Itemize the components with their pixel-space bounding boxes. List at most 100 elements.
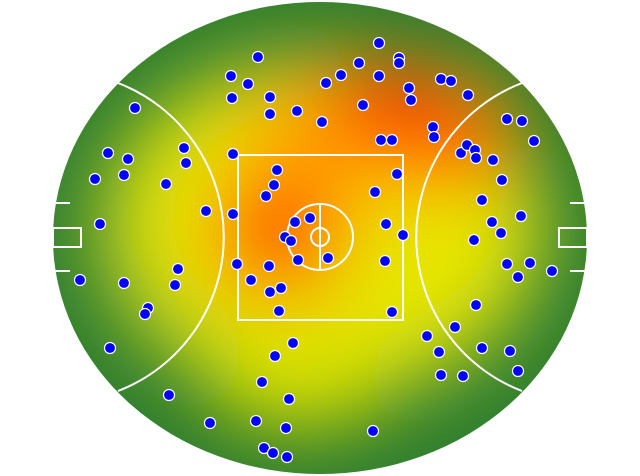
- point: [321, 251, 335, 265]
- point: [366, 424, 380, 438]
- point: [244, 273, 258, 287]
- point: [379, 217, 393, 231]
- point: [500, 112, 514, 126]
- point: [88, 172, 102, 186]
- point: [288, 215, 302, 229]
- point: [266, 446, 280, 460]
- point: [259, 189, 273, 203]
- point: [523, 256, 537, 270]
- point: [128, 101, 142, 115]
- point: [117, 168, 131, 182]
- point: [162, 388, 176, 402]
- point: [280, 450, 294, 464]
- point: [177, 141, 191, 155]
- point: [267, 178, 281, 192]
- point: [511, 364, 525, 378]
- point: [352, 56, 366, 70]
- point: [500, 257, 514, 271]
- point: [284, 234, 298, 248]
- point: [225, 91, 239, 105]
- point: [402, 81, 416, 95]
- point: [514, 209, 528, 223]
- point: [251, 50, 265, 64]
- point: [385, 305, 399, 319]
- point: [159, 177, 173, 191]
- point: [255, 375, 269, 389]
- point: [426, 120, 440, 134]
- point: [475, 193, 489, 207]
- point: [486, 153, 500, 167]
- point: [303, 211, 317, 225]
- point: [515, 114, 529, 128]
- point: [257, 441, 271, 455]
- point: [138, 307, 152, 321]
- point: [448, 320, 462, 334]
- point: [420, 329, 434, 343]
- point: [372, 69, 386, 83]
- point: [241, 77, 255, 91]
- point: [224, 69, 238, 83]
- point: [475, 341, 489, 355]
- point: [374, 133, 388, 147]
- point: [282, 392, 296, 406]
- point: [203, 416, 217, 430]
- point: [168, 278, 182, 292]
- point: [230, 257, 244, 271]
- point: [263, 90, 277, 104]
- point: [545, 264, 559, 278]
- point: [199, 204, 213, 218]
- point: [279, 421, 293, 435]
- point: [356, 98, 370, 112]
- point: [467, 233, 481, 247]
- point: [392, 56, 406, 70]
- point: [274, 281, 288, 295]
- point: [454, 146, 468, 160]
- point: [461, 88, 475, 102]
- point: [456, 369, 470, 383]
- point: [390, 167, 404, 181]
- point: [511, 270, 525, 284]
- point: [319, 76, 333, 90]
- point: [268, 349, 282, 363]
- point: [272, 304, 286, 318]
- point: [290, 104, 304, 118]
- field-lines: [52, 82, 588, 392]
- point: [171, 262, 185, 276]
- point: [385, 133, 399, 147]
- point: [226, 207, 240, 221]
- point: [368, 185, 382, 199]
- point: [179, 156, 193, 170]
- point: [262, 259, 276, 273]
- point: [485, 215, 499, 229]
- point: [249, 414, 263, 428]
- point: [434, 72, 448, 86]
- point: [404, 93, 418, 107]
- point: [396, 228, 410, 242]
- point: [291, 253, 305, 267]
- point: [469, 298, 483, 312]
- point: [117, 276, 131, 290]
- point: [427, 130, 441, 144]
- point: [444, 74, 458, 88]
- point: [263, 285, 277, 299]
- point: [73, 273, 87, 287]
- point: [432, 345, 446, 359]
- point: [226, 147, 240, 161]
- point: [93, 217, 107, 231]
- point: [469, 151, 483, 165]
- point: [315, 115, 329, 129]
- point: [103, 341, 117, 355]
- point: [495, 173, 509, 187]
- point: [494, 226, 508, 240]
- point: [372, 36, 386, 50]
- point: [263, 107, 277, 121]
- point: [527, 134, 541, 148]
- point: [334, 68, 348, 82]
- point: [121, 152, 135, 166]
- point: [434, 368, 448, 382]
- point: [286, 336, 300, 350]
- point: [270, 163, 284, 177]
- point: [101, 146, 115, 160]
